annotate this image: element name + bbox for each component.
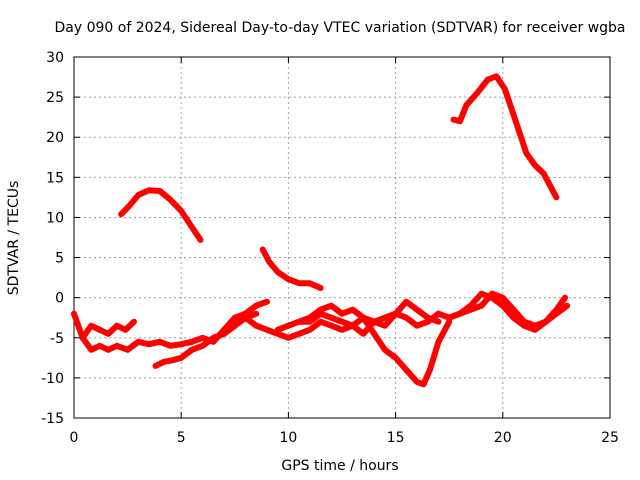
y-axis-label: SDTVAR / TECUs	[6, 181, 22, 296]
x-tick-label: 15	[387, 430, 405, 446]
y-tick-label: 25	[46, 90, 64, 106]
y-tick-label: -15	[41, 411, 64, 427]
axis-ticks	[73, 56, 611, 419]
x-tick-label: 10	[279, 430, 297, 446]
series-arc-7	[231, 290, 571, 341]
y-tick-label: -10	[41, 371, 64, 387]
x-tick-label: 25	[601, 430, 619, 446]
series-arc-10	[446, 290, 568, 329]
series-arc-2	[450, 73, 560, 201]
x-axis-label: GPS time / hours	[281, 458, 398, 474]
series-arc-5	[79, 298, 270, 353]
chart-title: Day 090 of 2024, Sidereal Day-to-day VTE…	[54, 20, 625, 36]
series-arc-3	[259, 246, 324, 291]
x-tick-label: 20	[494, 430, 512, 446]
series-arc-1	[118, 187, 204, 243]
x-tick-label: 0	[70, 430, 79, 446]
y-tick-label: 0	[55, 291, 64, 307]
y-tick-label: 5	[55, 251, 64, 267]
x-tick-labels: 0 5 10 15 20 25	[70, 430, 619, 446]
series-arc-9	[274, 298, 442, 333]
y-tick-label: 10	[46, 210, 64, 226]
plot-frame	[73, 56, 611, 419]
y-tick-label: -5	[50, 331, 64, 347]
y-tick-labels: -15 -10 -5 0 5 10 15 20 25 30	[41, 50, 64, 427]
y-tick-label: 30	[46, 50, 64, 66]
y-tick-label: 15	[46, 170, 64, 186]
series-arc-8	[296, 302, 453, 388]
series-group	[71, 73, 571, 388]
x-tick-label: 5	[177, 430, 186, 446]
y-tick-label: 20	[46, 130, 64, 146]
